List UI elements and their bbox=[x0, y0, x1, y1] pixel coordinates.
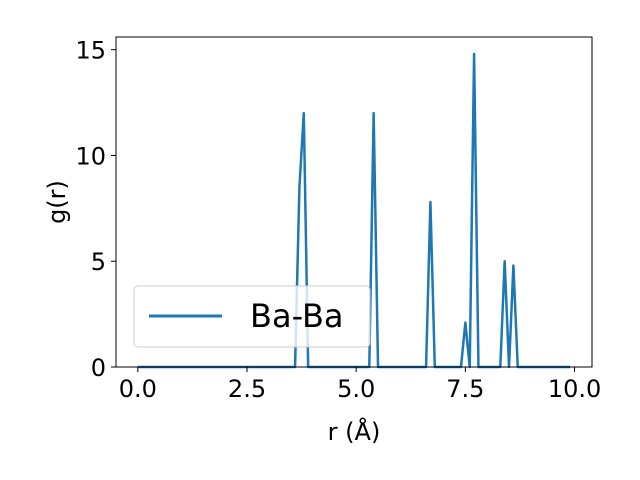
y-tick-label: 0 bbox=[91, 354, 106, 382]
legend-label-ba-ba: Ba-Ba bbox=[250, 297, 344, 335]
x-tick-label: 7.5 bbox=[446, 375, 484, 403]
y-tick-label: 15 bbox=[75, 37, 106, 65]
x-tick-label: 5.0 bbox=[337, 375, 375, 403]
x-tick-label: 0.0 bbox=[119, 375, 157, 403]
legend-box bbox=[133, 285, 371, 348]
y-tick-label: 10 bbox=[75, 142, 106, 170]
legend: Ba-Ba bbox=[133, 285, 371, 348]
y-tick-label: 5 bbox=[91, 248, 106, 276]
x-tick-label: 10.0 bbox=[548, 375, 601, 403]
axes-frame bbox=[115, 36, 593, 368]
x-axis-label: r (Å) bbox=[328, 417, 381, 446]
y-axis-ticks: 0 5 10 15 bbox=[75, 37, 116, 382]
x-axis-ticks: 0.0 2.5 5.0 7.5 10.0 bbox=[119, 367, 601, 403]
x-tick-label: 2.5 bbox=[228, 375, 266, 403]
y-axis-label: g(r) bbox=[43, 180, 71, 224]
